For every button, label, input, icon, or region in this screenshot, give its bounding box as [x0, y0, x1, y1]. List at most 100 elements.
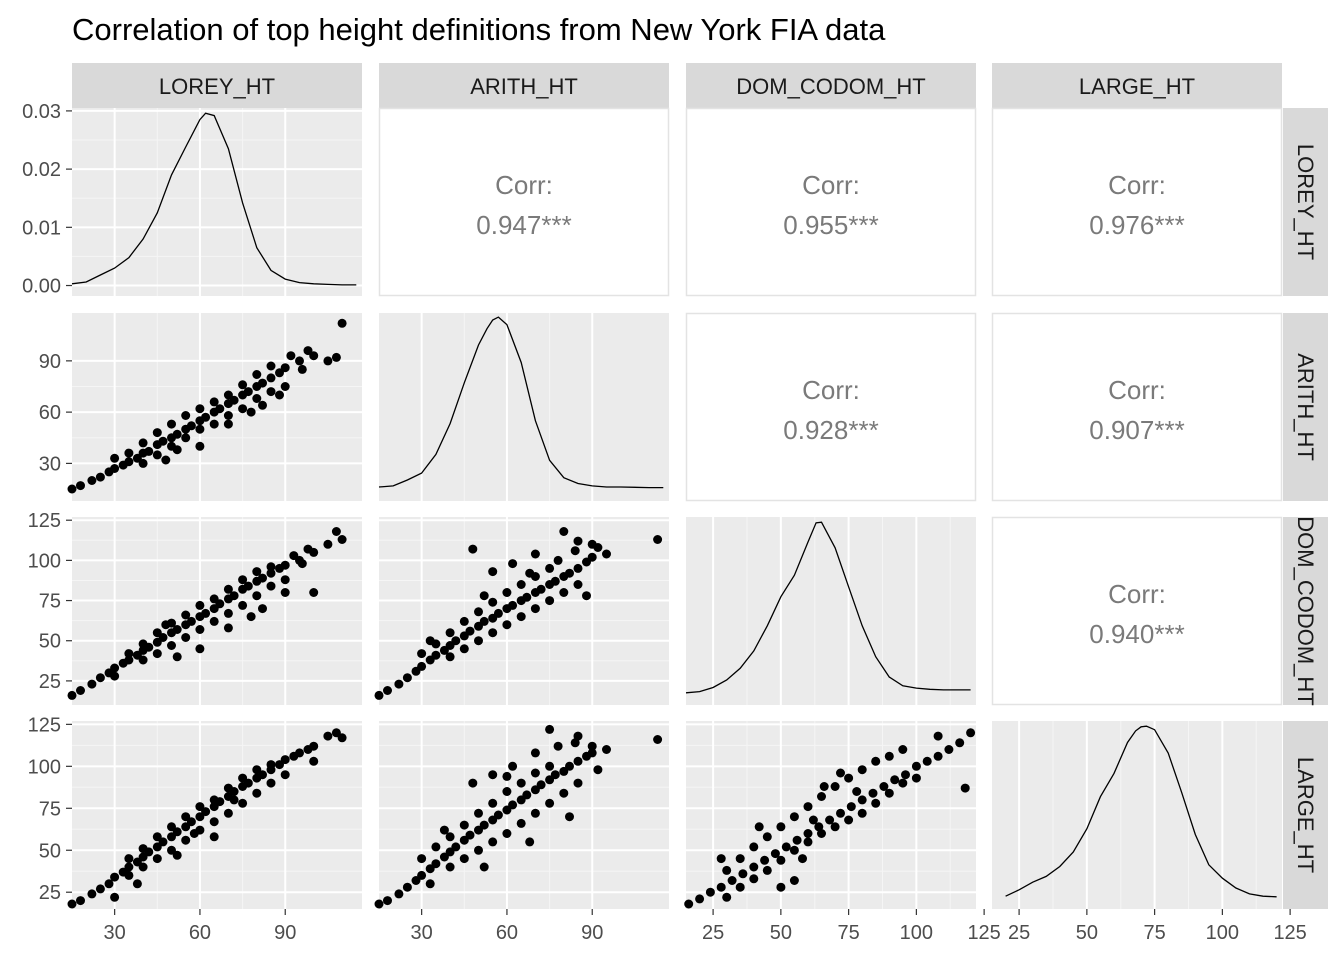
scatter-point	[297, 559, 307, 569]
density-curve	[1005, 725, 1277, 898]
row-strip	[1283, 721, 1328, 909]
scatter-point	[238, 773, 248, 783]
panel-r1-c0	[67, 313, 362, 501]
y-tick-label: 125	[28, 714, 61, 736]
scatter-point	[104, 879, 114, 889]
scatter-point	[425, 879, 435, 889]
y-tick-label: 50	[39, 631, 61, 653]
scatter-point	[417, 649, 427, 659]
scatter-point	[201, 412, 211, 422]
scatter-point	[266, 387, 276, 397]
scatter-point	[152, 628, 162, 638]
scatter-point	[252, 765, 262, 775]
scatter-point	[966, 728, 976, 738]
scatter-point	[516, 818, 526, 828]
scatter-point	[209, 616, 219, 626]
scatter-point	[898, 745, 908, 754]
scatter-point	[238, 600, 248, 610]
scatter-point	[289, 551, 299, 561]
scatter-point	[67, 899, 77, 909]
scatter-point	[138, 862, 148, 872]
scatter-point	[195, 644, 205, 654]
scatter-point	[516, 580, 526, 589]
scatter-point	[76, 481, 85, 491]
scatter-point	[545, 563, 555, 573]
scatter-point	[727, 876, 737, 885]
scatter-point	[303, 544, 313, 554]
scatter-point	[374, 899, 384, 909]
scatter-point	[417, 661, 427, 671]
scatter-point	[508, 600, 518, 610]
scatter-point	[289, 751, 299, 761]
scatter-point	[459, 854, 469, 864]
y-tick-label: 50	[39, 840, 61, 862]
row-strip-label: ARITH_HT	[1293, 353, 1318, 461]
scatter-point	[871, 756, 881, 766]
panel-r3-c2	[684, 721, 976, 909]
scatter-point	[209, 832, 219, 842]
scatter-point	[530, 808, 540, 818]
scatter-point	[280, 755, 290, 765]
row-strip	[1283, 313, 1328, 501]
y-tick-label: 25	[39, 671, 61, 693]
scatter-point	[830, 782, 840, 791]
scatter-point	[195, 441, 205, 451]
scatter-point	[186, 616, 196, 626]
scatter-point	[76, 896, 85, 906]
scatter-point	[152, 428, 162, 438]
scatter-point	[445, 832, 455, 842]
scatter-point	[280, 560, 290, 570]
scatter-point	[550, 576, 560, 586]
scatter-point	[124, 854, 134, 864]
row-strip-label: DOM_CODOM_HT	[1293, 516, 1318, 705]
scatter-point	[868, 788, 878, 798]
scatter-point	[258, 378, 267, 388]
scatter-point	[516, 612, 526, 622]
scatter-point	[587, 741, 597, 751]
scatter-point	[67, 484, 77, 494]
scatter-point	[749, 862, 759, 872]
scatter-point	[209, 419, 219, 429]
scatter-point	[238, 380, 248, 390]
scatter-point	[570, 738, 580, 748]
scatter-point	[735, 882, 745, 892]
scatter-point	[474, 808, 483, 818]
scatter-point	[716, 854, 726, 864]
scatter-point	[493, 608, 503, 618]
scatter-point	[132, 879, 142, 889]
scatter-point	[172, 652, 182, 662]
scatter-point	[181, 812, 191, 822]
scatter-point	[297, 364, 307, 374]
scatter-point	[110, 671, 120, 681]
scatter-point	[280, 575, 290, 585]
scatter-point	[323, 539, 333, 549]
scatter-point	[252, 591, 262, 601]
scatter-point	[451, 636, 461, 646]
scatter-point	[445, 652, 455, 662]
scatter-point	[181, 610, 191, 620]
scatter-point	[760, 855, 770, 865]
correlation-panel	[685, 312, 977, 502]
scatter-point	[167, 822, 176, 832]
scatter-point	[817, 829, 826, 838]
scatter-point	[223, 584, 233, 594]
scatter-point	[286, 351, 296, 361]
scatter-point	[770, 849, 780, 859]
scatter-point	[417, 854, 427, 864]
scatter-point	[884, 751, 894, 761]
scatter-point	[922, 756, 932, 766]
scatter-point	[195, 404, 205, 414]
scatter-point	[161, 620, 171, 630]
scatter-point	[587, 552, 597, 562]
x-tick-label: 60	[496, 922, 518, 944]
scatter-point	[275, 390, 284, 400]
scatter-point	[553, 555, 563, 565]
x-tick-label: 30	[411, 922, 433, 944]
y-tick-label: 100	[28, 756, 61, 778]
scatter-point	[776, 855, 786, 865]
scatter-point	[684, 899, 694, 909]
scatter-point	[110, 892, 120, 902]
scatter-point	[844, 773, 854, 783]
scatter-point	[488, 628, 498, 638]
scatter-point	[781, 842, 791, 852]
